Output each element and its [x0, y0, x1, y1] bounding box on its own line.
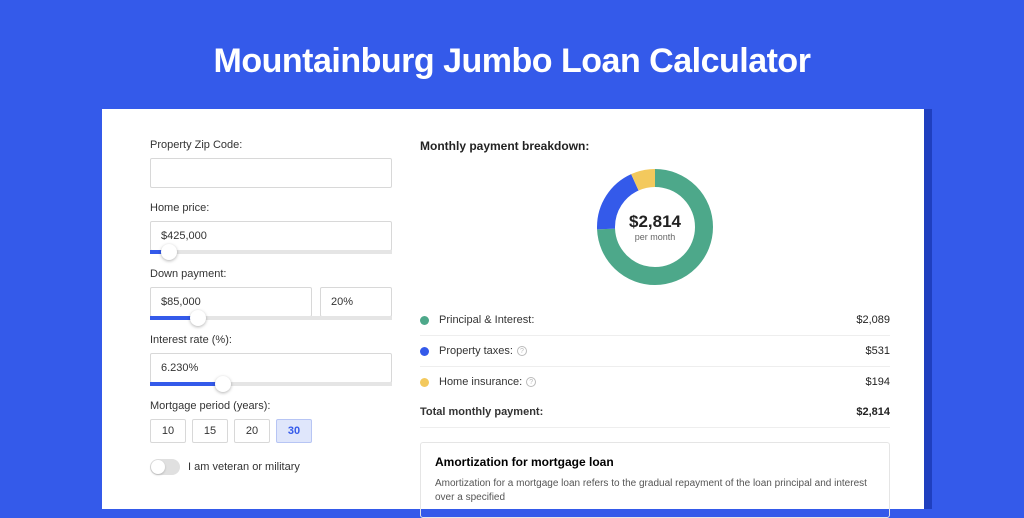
zip-input[interactable]: [150, 158, 392, 188]
breakdown-label: Property taxes: ?: [439, 345, 866, 357]
veteran-row: I am veteran or military: [150, 459, 392, 475]
breakdown-value: $531: [866, 345, 890, 357]
legend-dot: [420, 347, 429, 356]
down-field-group: Down payment:: [150, 268, 392, 320]
price-label: Home price:: [150, 202, 392, 214]
breakdown-column: Monthly payment breakdown: $2,814 per mo…: [420, 139, 890, 509]
breakdown-label: Home insurance: ?: [439, 376, 866, 388]
breakdown-row: Home insurance: ?$194: [420, 367, 890, 397]
breakdown-value: $2,089: [856, 314, 890, 326]
donut-center: $2,814 per month: [595, 167, 715, 287]
rate-slider-thumb[interactable]: [215, 376, 231, 392]
down-pct-input[interactable]: [320, 287, 392, 317]
donut-wrap: $2,814 per month: [420, 167, 890, 287]
zip-label: Property Zip Code:: [150, 139, 392, 151]
price-slider-thumb[interactable]: [161, 244, 177, 260]
period-buttons: 10152030: [150, 419, 392, 443]
breakdown-row: Property taxes: ?$531: [420, 336, 890, 367]
legend-dot: [420, 378, 429, 387]
period-btn-10[interactable]: 10: [150, 419, 186, 443]
period-label: Mortgage period (years):: [150, 400, 392, 412]
period-btn-15[interactable]: 15: [192, 419, 228, 443]
breakdown-label: Principal & Interest:: [439, 314, 856, 326]
info-icon[interactable]: ?: [526, 377, 536, 387]
breakdown-value: $194: [866, 376, 890, 388]
down-label: Down payment:: [150, 268, 392, 280]
breakdown-title: Monthly payment breakdown:: [420, 139, 890, 153]
price-field-group: Home price:: [150, 202, 392, 254]
veteran-toggle[interactable]: [150, 459, 180, 475]
form-column: Property Zip Code: Home price: Down paym…: [150, 139, 392, 509]
donut-amount: $2,814: [629, 212, 681, 232]
price-input[interactable]: [150, 221, 392, 251]
period-btn-30[interactable]: 30: [276, 419, 312, 443]
down-slider[interactable]: [150, 316, 392, 320]
legend-dot: [420, 316, 429, 325]
total-label: Total monthly payment:: [420, 406, 856, 418]
period-btn-20[interactable]: 20: [234, 419, 270, 443]
rate-slider[interactable]: [150, 382, 392, 386]
rate-input[interactable]: [150, 353, 392, 383]
breakdown-rows: Principal & Interest:$2,089Property taxe…: [420, 305, 890, 397]
info-icon[interactable]: ?: [517, 346, 527, 356]
zip-field-group: Property Zip Code:: [150, 139, 392, 188]
calculator-card: Property Zip Code: Home price: Down paym…: [102, 109, 924, 509]
amortization-title: Amortization for mortgage loan: [435, 455, 875, 469]
veteran-toggle-knob: [151, 460, 165, 474]
rate-field-group: Interest rate (%):: [150, 334, 392, 386]
down-slider-thumb[interactable]: [190, 310, 206, 326]
amortization-box: Amortization for mortgage loan Amortizat…: [420, 442, 890, 518]
total-value: $2,814: [856, 406, 890, 418]
amortization-text: Amortization for a mortgage loan refers …: [435, 477, 875, 505]
breakdown-row: Principal & Interest:$2,089: [420, 305, 890, 336]
period-field-group: Mortgage period (years): 10152030: [150, 400, 392, 443]
price-slider[interactable]: [150, 250, 392, 254]
veteran-label: I am veteran or military: [188, 461, 300, 473]
donut-sub: per month: [635, 232, 676, 242]
donut-chart: $2,814 per month: [595, 167, 715, 287]
breakdown-total-row: Total monthly payment: $2,814: [420, 397, 890, 428]
page-title: Mountainburg Jumbo Loan Calculator: [0, 0, 1024, 109]
rate-label: Interest rate (%):: [150, 334, 392, 346]
down-amount-input[interactable]: [150, 287, 312, 317]
rate-slider-fill: [150, 382, 223, 386]
